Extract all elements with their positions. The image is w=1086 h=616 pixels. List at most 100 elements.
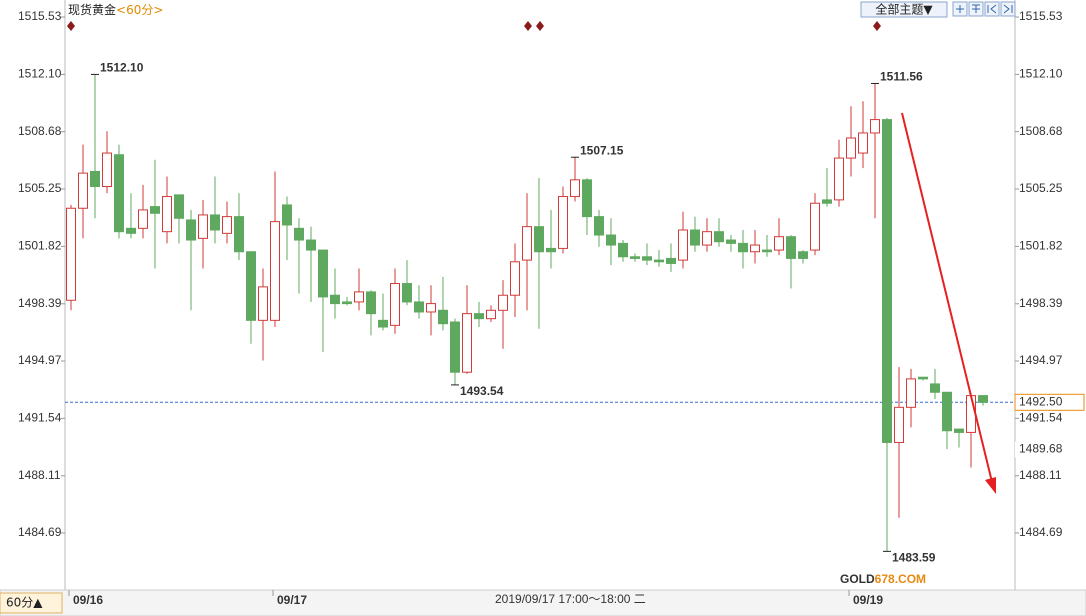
candle-body bbox=[390, 283, 400, 326]
candle-body bbox=[318, 249, 328, 298]
candle-body bbox=[174, 194, 184, 219]
candle-body bbox=[570, 179, 580, 198]
candle-body bbox=[582, 179, 592, 218]
y2-tick-label: 1501.82 bbox=[1019, 239, 1063, 253]
candle-body bbox=[186, 219, 196, 241]
candle-body bbox=[462, 313, 472, 373]
toolbar: 全部主题▼ bbox=[860, 1, 1016, 18]
watermark-part: GOLD bbox=[840, 572, 875, 586]
candle-body bbox=[546, 247, 556, 253]
theme-button[interactable] bbox=[860, 1, 948, 18]
theme-button-label[interactable]: 全部主题▼ bbox=[875, 2, 933, 17]
right-button[interactable] bbox=[1000, 1, 1016, 17]
zoom-icon bbox=[956, 5, 964, 13]
y2-tick-label: 1494.97 bbox=[1019, 353, 1063, 367]
candle-body bbox=[342, 301, 352, 305]
candle-body bbox=[762, 249, 772, 253]
plot: 1515.53 1515.53 1512.10 1512.10 1508.68 1508.… bbox=[18, 9, 1085, 607]
candle-body bbox=[378, 319, 388, 328]
candle-body bbox=[162, 196, 172, 233]
candle-body bbox=[822, 199, 832, 204]
candle-body bbox=[846, 137, 856, 159]
y2-tick-label: 1508.68 bbox=[1019, 124, 1063, 138]
candle-body bbox=[474, 313, 484, 320]
candle-body bbox=[810, 202, 820, 251]
last-price-box bbox=[1014, 393, 1085, 411]
event-marker[interactable] bbox=[67, 21, 75, 31]
candle-body bbox=[606, 234, 616, 246]
candle-body bbox=[630, 256, 640, 259]
trend-arrow bbox=[901, 112, 996, 494]
candle-body bbox=[750, 244, 760, 253]
candle-body bbox=[330, 294, 340, 305]
chart-title: 现货黄金<60分> bbox=[68, 2, 163, 17]
watermark-part: 678.COM bbox=[875, 572, 926, 586]
candle-body bbox=[654, 259, 664, 263]
candle-body bbox=[882, 119, 892, 443]
candle-body bbox=[102, 152, 112, 188]
x-tick-label: 09/16 bbox=[73, 593, 103, 607]
candle-body bbox=[78, 172, 88, 209]
candle-body bbox=[918, 376, 928, 380]
candle-body bbox=[114, 154, 124, 233]
candle-body bbox=[906, 378, 916, 408]
candle-body bbox=[306, 239, 316, 251]
candle-body bbox=[666, 257, 676, 264]
arrow-shaft bbox=[901, 112, 993, 483]
candle-body bbox=[426, 303, 436, 313]
candle-body bbox=[438, 309, 448, 325]
event-marker[interactable] bbox=[873, 21, 881, 31]
low_labels-label: 1483.59 bbox=[892, 551, 936, 565]
candle-body bbox=[222, 216, 232, 234]
event-marker[interactable] bbox=[524, 21, 532, 31]
candle-body bbox=[450, 321, 460, 373]
high_labels-label: 1511.56 bbox=[880, 70, 923, 84]
low_labels-label: 1493.54 bbox=[460, 384, 504, 398]
crosshair-time: 2019/09/17 17:00～18:00 二 bbox=[495, 592, 646, 606]
candle-body bbox=[858, 132, 868, 154]
title-text: 现货黄金 bbox=[68, 2, 116, 17]
y-tick-label: 1508.68 bbox=[18, 124, 62, 138]
candle-body bbox=[954, 428, 964, 433]
candle-body bbox=[702, 231, 712, 246]
candle-body bbox=[894, 406, 904, 443]
candle-body bbox=[738, 242, 748, 253]
y-tick-label: 1515.53 bbox=[18, 9, 62, 23]
time-axis-strip bbox=[0, 589, 1086, 616]
period-button-label[interactable]: 60分▲ bbox=[6, 596, 43, 610]
candle-body bbox=[618, 242, 628, 258]
period-text: <60分> bbox=[116, 3, 163, 17]
candle-body bbox=[210, 214, 220, 231]
high_labels-label: 1507.15 bbox=[580, 143, 624, 157]
candle-body bbox=[414, 301, 424, 313]
candle-body bbox=[402, 283, 412, 303]
candle-body bbox=[498, 294, 508, 311]
ref-price-box bbox=[1015, 441, 1084, 458]
y-tick-label: 1484.69 bbox=[18, 525, 62, 539]
candle-body bbox=[510, 261, 520, 296]
candle-body bbox=[558, 196, 568, 249]
candle-body bbox=[642, 256, 652, 261]
y-tick-label: 1512.10 bbox=[18, 67, 62, 81]
event-marker[interactable] bbox=[536, 21, 544, 31]
candle-body bbox=[522, 226, 532, 261]
y2-tick-label: 1498.39 bbox=[1019, 296, 1063, 310]
y2-tick-label: 1484.69 bbox=[1019, 525, 1063, 539]
candle-body bbox=[594, 216, 604, 236]
y-tick-label: 1498.39 bbox=[18, 296, 62, 310]
period-button[interactable] bbox=[0, 592, 63, 614]
candle-body bbox=[774, 236, 784, 251]
candle-body bbox=[294, 227, 304, 241]
x-tick-label: 09/17 bbox=[277, 593, 307, 607]
left-button[interactable] bbox=[984, 1, 1000, 17]
candle-body bbox=[714, 231, 724, 243]
candle-body bbox=[354, 291, 364, 303]
candle-body bbox=[246, 251, 256, 321]
y-tick-label: 1501.82 bbox=[18, 239, 62, 253]
candle-body bbox=[150, 206, 160, 214]
left-icon bbox=[987, 4, 997, 14]
high_labels-label: 1512.10 bbox=[100, 61, 144, 75]
y2-tick-label: 1488.11 bbox=[1019, 468, 1062, 482]
